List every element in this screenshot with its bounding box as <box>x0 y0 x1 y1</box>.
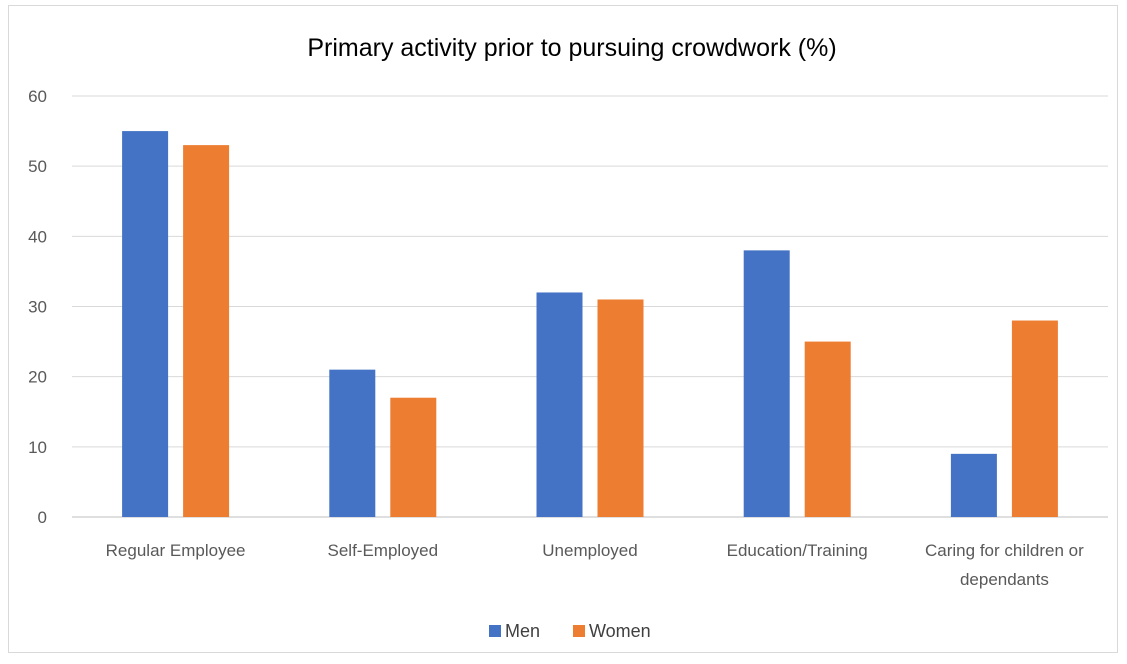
legend-swatch-women <box>573 625 585 637</box>
x-tick-label: Education/Training <box>727 541 868 560</box>
legend-label-women: Women <box>589 621 651 641</box>
legend-label-men: Men <box>505 621 540 641</box>
x-tick-label: Unemployed <box>542 541 637 560</box>
x-tick-label: Caring for children or <box>925 541 1084 560</box>
bar-women-3 <box>597 299 644 517</box>
x-axis-ticks: Regular Employee Self-Employed Unemployed E… <box>106 541 1084 589</box>
y-tick-label: 40 <box>28 227 47 246</box>
bar-men-2 <box>329 369 376 517</box>
y-axis-ticks: 0 10 20 30 40 50 60 <box>28 87 47 527</box>
bar-men-5 <box>950 453 997 517</box>
y-tick-label: 0 <box>38 508 47 527</box>
chart-frame <box>8 5 1118 653</box>
y-tick-label: 60 <box>28 87 47 106</box>
bar-men-4 <box>743 250 790 517</box>
bar-women-2 <box>390 397 437 517</box>
y-tick-label: 20 <box>28 368 47 387</box>
x-tick-label: Regular Employee <box>106 541 246 560</box>
y-tick-label: 10 <box>28 438 47 457</box>
legend: Men Women <box>489 621 651 641</box>
bar-women-1 <box>183 145 230 517</box>
y-tick-label: 50 <box>28 157 47 176</box>
bar-women-4 <box>804 341 851 517</box>
gridlines <box>72 95 1108 518</box>
bar-women-5 <box>1011 320 1058 517</box>
bar-men-1 <box>122 131 169 518</box>
x-tick-label: dependants <box>960 570 1049 589</box>
chart-title: Primary activity prior to pursuing crowd… <box>307 34 836 62</box>
legend-swatch-men <box>489 625 501 637</box>
bar-men-3 <box>536 292 583 517</box>
x-tick-label: Self-Employed <box>328 541 439 560</box>
y-tick-label: 30 <box>28 298 47 317</box>
bars <box>122 131 1058 518</box>
